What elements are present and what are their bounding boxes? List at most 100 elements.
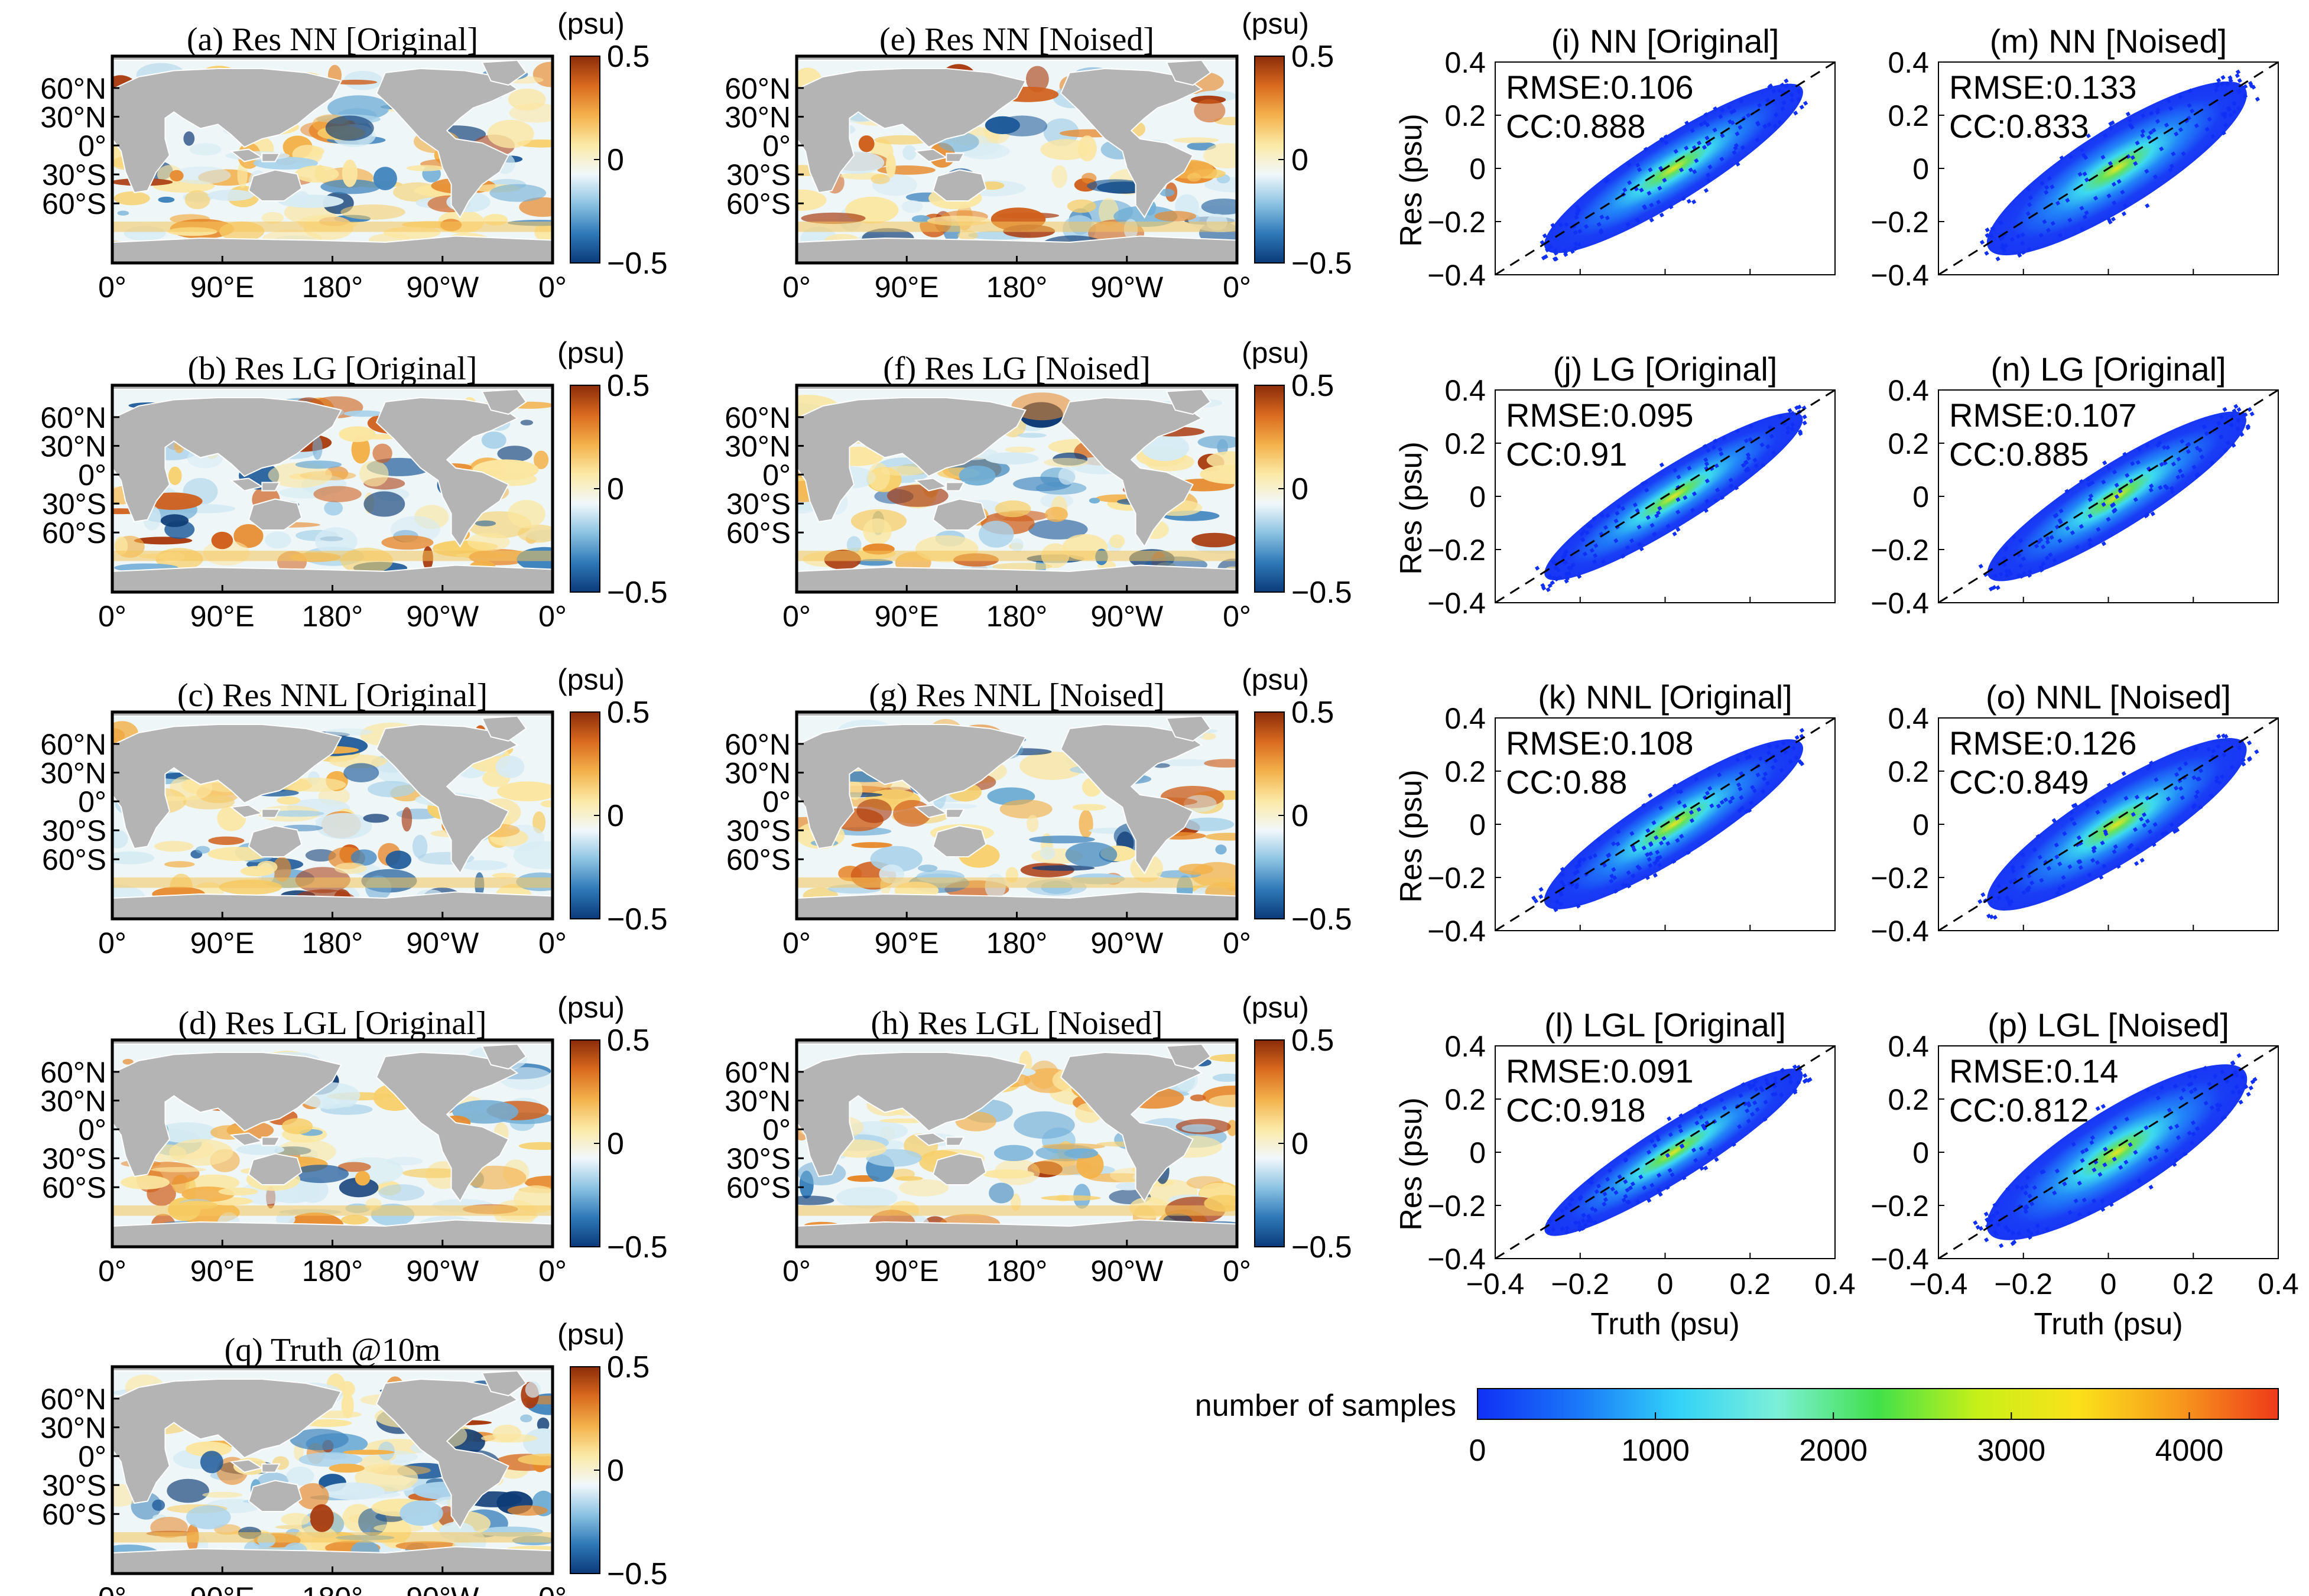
density-bin — [1626, 870, 1631, 876]
density-bin — [1657, 863, 1662, 868]
density-bin — [2214, 778, 2219, 784]
density-bin — [2222, 407, 2227, 412]
density-bin — [2024, 1184, 2029, 1189]
density-bin — [2181, 151, 2186, 157]
density-bin — [1678, 167, 1684, 173]
anomaly-patch — [1017, 433, 1047, 438]
x-tick-label: −0.2 — [1994, 1267, 2053, 1301]
density-bin — [2226, 106, 2231, 111]
cc-label: CC:0.888 — [1506, 108, 1646, 145]
density-bin — [1675, 789, 1681, 794]
density-bin — [1665, 524, 1671, 529]
southern-ocean-band — [797, 222, 1237, 232]
cc-label: CC:0.885 — [1949, 435, 2089, 473]
density-bin — [1699, 1166, 1704, 1171]
density-bin — [1733, 485, 1739, 490]
density-bin — [1731, 1142, 1736, 1147]
density-bin — [2139, 817, 2144, 822]
anomaly-patch — [801, 212, 866, 224]
anomaly-patch — [481, 431, 506, 449]
anomaly-patch — [525, 1381, 541, 1398]
density-bin — [1996, 895, 2002, 901]
anomaly-patch — [1209, 1054, 1237, 1062]
lat-tick-label: 60°N — [40, 72, 106, 105]
anomaly-patch — [989, 1182, 1014, 1204]
density-bin — [1562, 248, 1567, 253]
density-bin — [1988, 586, 1994, 591]
density-bin — [1641, 845, 1646, 851]
land-mask — [375, 1378, 519, 1529]
density-bin — [2145, 1087, 2151, 1093]
y-tick-label: 0 — [1469, 152, 1486, 186]
anomaly-patch — [186, 1505, 231, 1530]
anomaly-patch — [523, 1428, 553, 1457]
density-bin — [1593, 543, 1599, 548]
rmse-label: RMSE:0.091 — [1506, 1052, 1694, 1090]
density-bin — [2243, 1084, 2249, 1090]
lon-tick-label: 0° — [98, 271, 126, 304]
anomaly-patch — [114, 536, 128, 555]
land-mask — [375, 1051, 519, 1202]
anomaly-patch — [1109, 534, 1125, 548]
density-bin — [2144, 1125, 2149, 1130]
lat-tick-label: 30°N — [725, 101, 791, 134]
density-bin — [2145, 818, 2151, 824]
density-bin — [2073, 802, 2078, 808]
density-bin — [1992, 1202, 1998, 1208]
density-bin — [2010, 864, 2015, 870]
density-bin — [2004, 895, 2010, 901]
density-bin — [1655, 510, 1661, 516]
density-bin — [2240, 757, 2246, 763]
density-bin — [2148, 1157, 2153, 1162]
anomaly-patch — [1011, 538, 1024, 552]
density-bin — [2232, 1070, 2238, 1075]
density-bin — [1548, 244, 1553, 250]
density-bin — [1788, 1079, 1794, 1084]
density-bin — [1563, 549, 1568, 554]
density-bin — [1573, 246, 1579, 251]
density-bin — [1567, 1202, 1573, 1207]
density-bin — [1793, 110, 1798, 116]
density-bin — [2234, 1084, 2239, 1090]
density-bin — [2160, 831, 2165, 837]
y-tick-label: −0.4 — [1870, 587, 1929, 620]
density-bin — [2219, 434, 2224, 440]
density-bin — [1696, 807, 1701, 812]
density-bin — [1580, 1218, 1586, 1224]
density-bin — [1622, 187, 1628, 193]
density-bin — [2057, 886, 2063, 892]
density-bin — [1672, 783, 1678, 789]
density-bin — [1693, 776, 1699, 782]
lat-tick-label: 0° — [78, 1440, 106, 1473]
lon-tick-label: 180° — [302, 1254, 363, 1288]
land-mask — [375, 723, 519, 875]
y-tick-label: −0.2 — [1870, 206, 1929, 239]
anomaly-patch — [290, 1429, 349, 1451]
density-bin — [1649, 522, 1655, 528]
density-bin — [2034, 544, 2040, 549]
y-tick-label: 0 — [1469, 1136, 1486, 1169]
density-bin — [1646, 857, 1652, 862]
density-bin — [1711, 444, 1716, 450]
density-colorbar-tick-label: 3000 — [1977, 1434, 2045, 1468]
density-bin — [2155, 443, 2161, 448]
anomaly-patch — [401, 807, 413, 832]
density-bin — [1743, 438, 1749, 443]
density-bin — [2038, 233, 2044, 238]
density-bin — [1735, 161, 1740, 167]
lat-tick-label: 30°S — [42, 814, 106, 847]
density-bin — [2243, 84, 2248, 89]
density-bin — [1984, 251, 1989, 256]
colorbar-tick-label: 0.5 — [607, 695, 649, 730]
anomaly-patch — [195, 846, 210, 854]
density-bin — [1578, 1195, 1583, 1200]
density-bin — [2135, 140, 2140, 146]
density-bin — [2032, 1185, 2037, 1190]
lat-tick-label: 60°N — [725, 728, 791, 761]
density-bin — [1576, 1220, 1581, 1226]
density-bin — [2027, 1193, 2032, 1199]
density-bin — [1995, 1210, 2000, 1215]
density-bin — [1609, 878, 1614, 884]
density-bin — [1792, 1064, 1798, 1070]
